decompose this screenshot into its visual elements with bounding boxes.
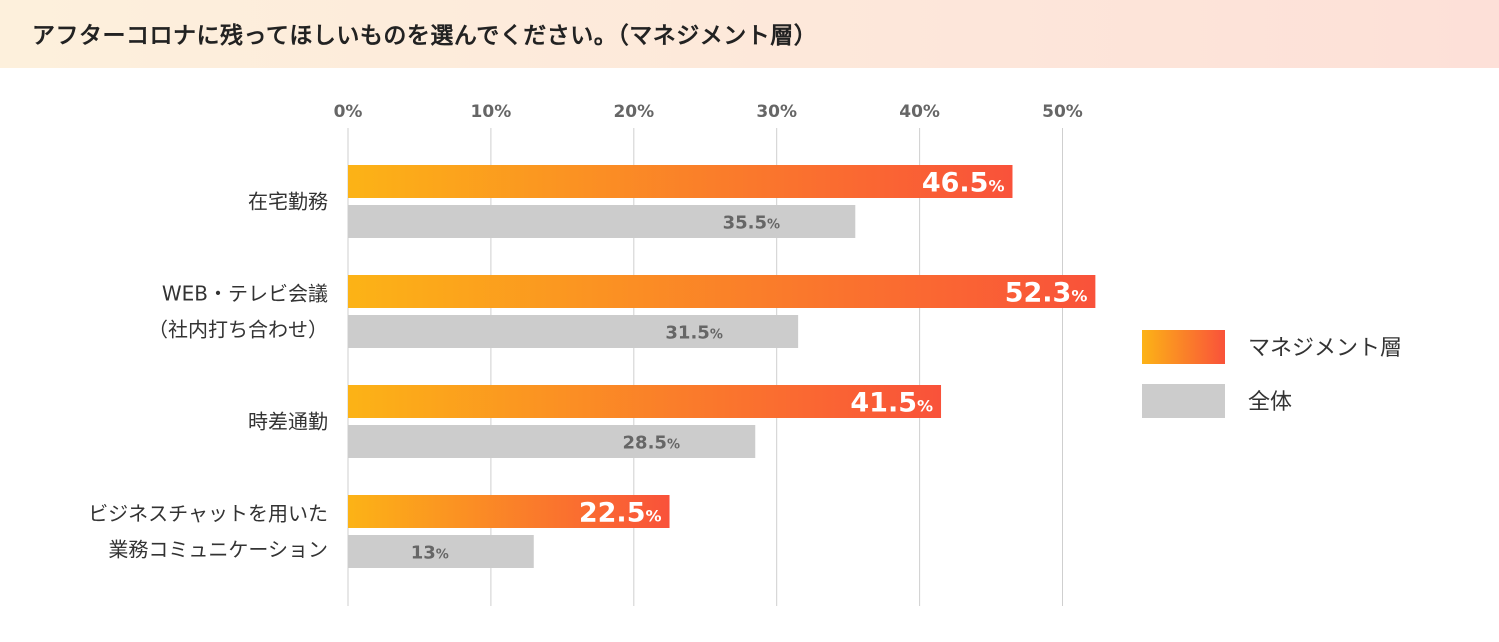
chart-title: アフターコロナに残ってほしいものを選んでください。（マネジメント層） bbox=[32, 23, 818, 49]
x-tick-label: 30% bbox=[756, 102, 797, 122]
category-label: 在宅勤務 bbox=[248, 190, 328, 214]
bar-overall bbox=[348, 425, 756, 458]
legend-label-management: マネジメント層 bbox=[1248, 336, 1402, 361]
chart-header: アフターコロナに残ってほしいものを選んでください。（マネジメント層） bbox=[0, 0, 1499, 68]
data-label-overall: 28.5% bbox=[623, 433, 680, 454]
bar-management bbox=[348, 385, 942, 418]
x-tick-label: 0% bbox=[334, 102, 363, 122]
x-tick-label: 10% bbox=[471, 102, 512, 122]
data-label-management: 46.5% bbox=[922, 168, 1005, 199]
bar-overall bbox=[348, 315, 799, 348]
legend-swatch-overall bbox=[1142, 384, 1225, 418]
bar-management bbox=[348, 495, 670, 528]
category-label: WEB・テレビ会議 bbox=[162, 282, 328, 306]
category-label: 業務コミュニケーション bbox=[108, 538, 328, 562]
category-label: （社内打ち合わせ） bbox=[148, 318, 328, 342]
bar-management bbox=[348, 275, 1096, 308]
legend-swatch-management bbox=[1142, 330, 1225, 364]
bar-overall bbox=[348, 535, 534, 568]
bar-management bbox=[348, 165, 1013, 198]
bar-overall bbox=[348, 205, 856, 238]
category-label: 時差通勤 bbox=[248, 410, 328, 434]
x-tick-label: 50% bbox=[1042, 102, 1083, 122]
category-label: ビジネスチャットを用いた bbox=[88, 502, 328, 526]
x-tick-label: 40% bbox=[899, 102, 940, 122]
data-label-overall: 13% bbox=[411, 543, 449, 564]
data-label-overall: 35.5% bbox=[723, 213, 780, 234]
data-label-overall: 31.5% bbox=[665, 323, 722, 344]
legend-label-overall: 全体 bbox=[1248, 390, 1292, 415]
data-label-management: 22.5% bbox=[579, 498, 662, 529]
x-tick-label: 20% bbox=[613, 102, 654, 122]
